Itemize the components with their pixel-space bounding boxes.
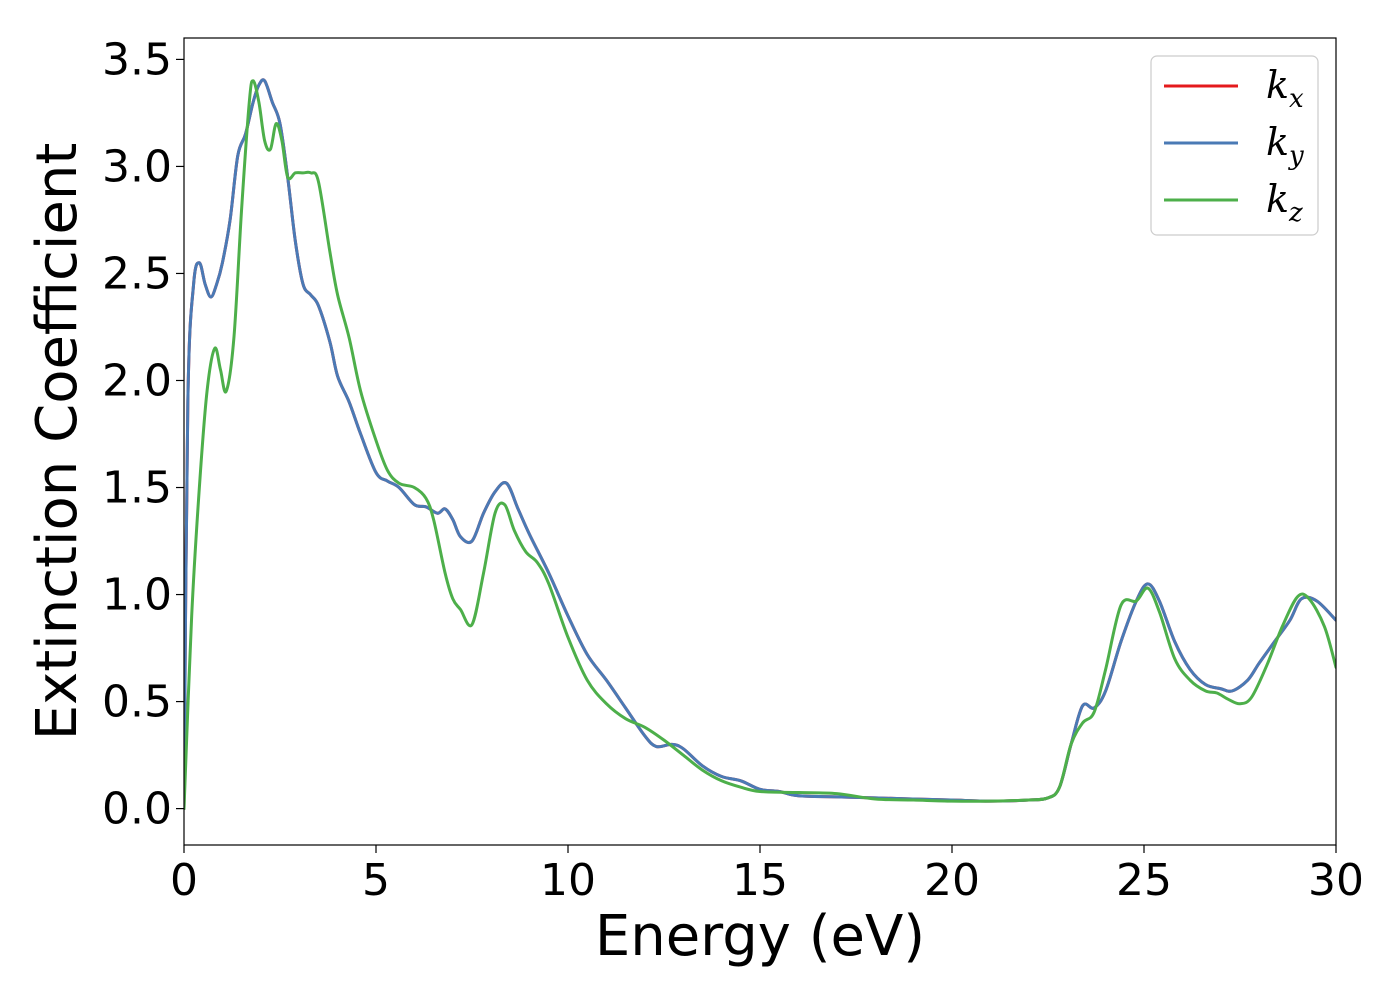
x-axis-title: Energy (eV) bbox=[595, 904, 925, 969]
y-axis-title: Extinction Coefficient bbox=[25, 143, 90, 741]
y-tick-label: 3.5 bbox=[102, 34, 172, 85]
x-tick-label: 0 bbox=[170, 855, 198, 906]
series-line-kz bbox=[184, 79, 1336, 811]
y-tick-label: 0.0 bbox=[102, 784, 172, 835]
x-tick-label: 5 bbox=[362, 855, 390, 906]
x-tick-label: 30 bbox=[1308, 855, 1364, 906]
legend: kx ky kz bbox=[1150, 55, 1319, 236]
y-tick-label: 1.5 bbox=[102, 463, 172, 514]
y-tick-label: 2.0 bbox=[102, 355, 172, 406]
x-tick-label: 20 bbox=[924, 855, 980, 906]
legend-label-kz: kz bbox=[1266, 177, 1303, 228]
y-tick-label: 1.0 bbox=[102, 570, 172, 621]
x-tick-label: 10 bbox=[540, 855, 596, 906]
series-lines bbox=[184, 78, 1336, 811]
x-tick-label: 15 bbox=[732, 855, 788, 906]
legend-label-ky: ky bbox=[1266, 120, 1304, 171]
legend-label-kx: kx bbox=[1266, 63, 1304, 114]
y-tick-label: 3.0 bbox=[102, 141, 172, 192]
y-tick-label: 2.5 bbox=[102, 248, 172, 299]
axes: 0 5 10 15 20 25 30 0.0 0.5 1.0 1.5 2.0 2.5 3.0 3.5 bbox=[102, 34, 1364, 906]
x-tick-label: 25 bbox=[1116, 855, 1172, 906]
y-tick-label: 0.5 bbox=[102, 677, 172, 728]
legend-box bbox=[1150, 55, 1319, 236]
